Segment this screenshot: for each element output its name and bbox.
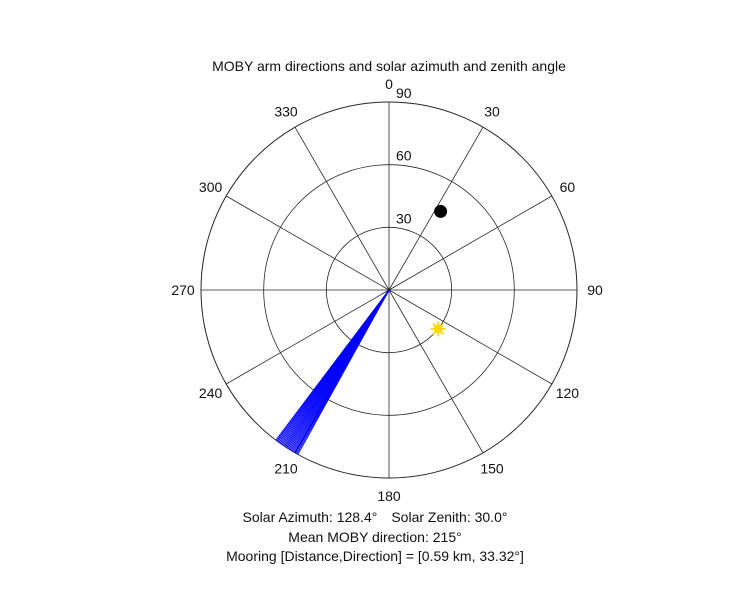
angle-tick-label: 0 [385, 76, 393, 92]
angle-tick-label: 270 [171, 282, 195, 298]
angle-tick-label: 90 [587, 282, 603, 298]
angle-tick-label: 120 [556, 385, 580, 401]
radial-ring [200, 101, 578, 479]
solar-zenith-text: Solar Zenith: 30.0° [391, 509, 508, 525]
mooring-point [434, 204, 448, 218]
angle-tick-label: 150 [480, 460, 504, 476]
angle-tick-labels: 0 30 60 90 120 150 180 210 240 270 300 330 [171, 76, 603, 504]
chart-title: MOBY arm directions and solar azimuth an… [212, 58, 566, 74]
spoke-line [388, 195, 553, 291]
mean-direction-text: Mean MOBY direction: 215° [288, 529, 462, 545]
angle-tick-label: 60 [560, 179, 576, 195]
angle-tick-label: 180 [377, 488, 401, 504]
data-series [275, 204, 448, 455]
radial-tick-label: 90 [396, 85, 412, 101]
spoke-line [294, 126, 390, 291]
radial-tick-label: 30 [396, 210, 412, 226]
radial-ring [325, 226, 453, 354]
radial-tick-label: 60 [396, 148, 412, 164]
sun-icon [430, 321, 446, 337]
spoke-line [388, 289, 553, 385]
solar-caption: Solar Azimuth: 128.4° Solar Zenith: 30.0° [0, 509, 750, 525]
angle-tick-label: 240 [199, 385, 223, 401]
radial-tick-labels: 30 60 90 [396, 85, 412, 226]
spoke-line [225, 289, 390, 385]
moby-arm-line [275, 289, 390, 441]
spoke-line [388, 289, 484, 454]
angle-tick-label: 210 [274, 460, 298, 476]
angle-tick-label: 330 [274, 104, 298, 120]
polar-grid [200, 101, 578, 479]
angle-tick-label: 300 [199, 179, 223, 195]
spoke-line [225, 195, 390, 291]
angle-tick-label: 30 [484, 104, 500, 120]
mooring-text: Mooring [Distance,Direction] = [0.59 km,… [226, 548, 524, 564]
solar-azimuth-text: Solar Azimuth: 128.4° [242, 509, 378, 525]
radial-ring [263, 164, 515, 416]
